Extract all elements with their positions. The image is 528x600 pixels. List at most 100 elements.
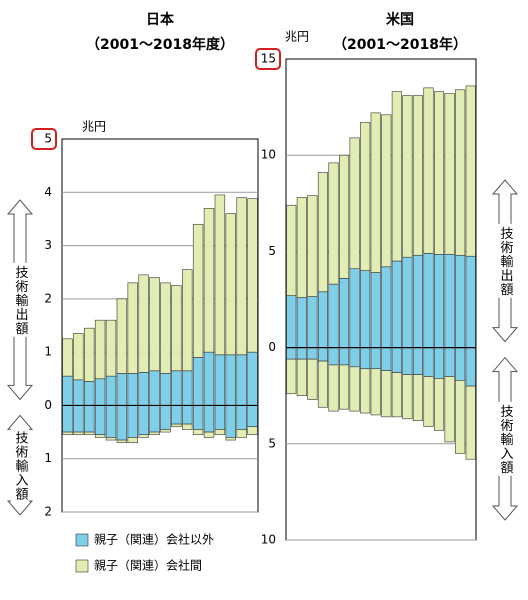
import-bar: [455, 380, 466, 454]
import-bar: [203, 431, 215, 438]
export-bar: [286, 204, 297, 296]
import-bar: [307, 347, 318, 360]
import-bar: [360, 347, 371, 370]
tick-highlight: [255, 48, 281, 70]
export-bar: [138, 274, 149, 373]
export-bar: [412, 95, 423, 256]
export-bar: [465, 255, 476, 348]
import-bar: [444, 376, 455, 443]
import-bar: [317, 347, 328, 362]
import-bar: [62, 405, 73, 433]
export-bar: [214, 194, 226, 356]
export-bar: [370, 112, 381, 273]
import-bar: [465, 385, 476, 460]
import-bar: [192, 429, 204, 436]
import-bar: [160, 429, 171, 433]
legend-swatch: [75, 559, 89, 573]
export-bar: [328, 283, 339, 348]
import-bar: [391, 347, 402, 373]
import-bar: [381, 370, 392, 418]
import-bar: [307, 358, 318, 400]
export-bar: [317, 291, 328, 348]
import-bar: [94, 434, 106, 438]
chart-title: 米国: [386, 11, 414, 28]
legend-label: 親子（関連）会社間: [94, 558, 202, 573]
export-bar: [73, 333, 84, 381]
import-bar: [402, 374, 413, 420]
import-bar: [412, 347, 423, 375]
export-bar: [247, 351, 258, 406]
import-bar: [138, 434, 149, 438]
export-bar: [160, 373, 171, 406]
import-bar: [84, 405, 95, 433]
arrow-label: 技術輸入額: [13, 431, 29, 501]
export-bar: [116, 373, 128, 406]
export-bar: [84, 381, 95, 406]
import-bar: [149, 405, 160, 433]
import-bar: [192, 405, 204, 430]
import-bar: [171, 405, 182, 425]
y-tick-label: 0: [268, 340, 276, 354]
export-bar: [349, 268, 360, 348]
y-tick-label: 1: [44, 451, 52, 465]
export-bar: [307, 296, 318, 348]
export-bar: [182, 370, 193, 406]
import-bar: [360, 368, 371, 414]
import-bar: [317, 360, 328, 408]
export-bar: [127, 373, 138, 406]
import-bar: [105, 437, 117, 441]
import-bar: [160, 405, 171, 430]
import-bar: [423, 376, 434, 427]
export-bar: [402, 256, 413, 348]
import-bar: [423, 347, 434, 377]
y-tick-label: 15: [261, 52, 276, 66]
import-bar: [247, 426, 258, 436]
import-bar: [62, 431, 73, 436]
export-bar: [455, 89, 466, 256]
import-bar: [381, 347, 392, 371]
import-bar: [349, 347, 360, 368]
export-bar: [105, 375, 117, 406]
export-bar: [349, 137, 360, 270]
tick-highlight: [31, 128, 57, 150]
export-bar: [192, 357, 204, 406]
export-bar: [296, 197, 307, 298]
export-bar: [465, 85, 476, 257]
export-bar: [423, 253, 434, 348]
import-bar: [127, 437, 138, 444]
import-bar: [182, 423, 193, 430]
export-bar: [434, 91, 445, 255]
import-bar: [94, 405, 106, 436]
export-bar: [402, 95, 413, 258]
import-bar: [171, 423, 182, 428]
export-bar: [225, 354, 236, 406]
y-tick-label: 2: [44, 291, 52, 305]
export-bar: [62, 338, 73, 377]
export-bar: [307, 195, 318, 297]
export-bar: [391, 91, 402, 262]
export-bar: [105, 319, 117, 377]
export-bar: [84, 327, 95, 382]
import-bar: [370, 368, 381, 416]
export-bar: [423, 87, 434, 254]
export-bar: [149, 277, 160, 372]
export-bar: [339, 154, 350, 279]
import-bar: [349, 366, 360, 412]
export-bar: [203, 207, 215, 353]
arrow-label-bg: [496, 401, 514, 476]
y-tick-label: 5: [268, 244, 276, 258]
export-bar: [225, 213, 236, 356]
import-bar: [214, 429, 226, 436]
y-tick-label: 1: [44, 345, 52, 359]
import-bar: [339, 347, 350, 366]
import-bar: [236, 429, 247, 438]
chart-subtitle: （2001～2018年度）: [86, 36, 234, 53]
import-bar: [328, 364, 339, 412]
export-bar: [360, 270, 371, 348]
export-bar: [236, 197, 247, 356]
export-bar: [381, 114, 392, 268]
import-bar: [247, 405, 258, 428]
import-bar: [203, 405, 215, 433]
import-bar: [225, 437, 236, 441]
